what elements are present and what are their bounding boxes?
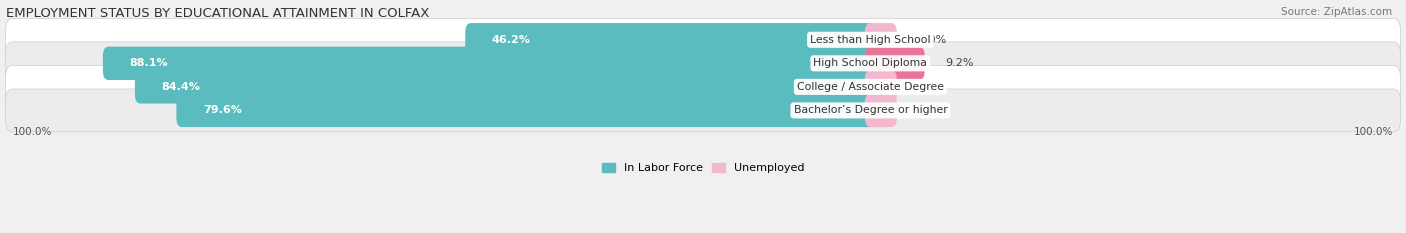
Legend: In Labor Force, Unemployed: In Labor Force, Unemployed <box>598 158 808 178</box>
Text: High School Diploma: High School Diploma <box>814 58 928 68</box>
Text: Less than High School: Less than High School <box>810 35 931 45</box>
FancyBboxPatch shape <box>865 70 897 104</box>
FancyBboxPatch shape <box>6 65 1400 108</box>
Text: 46.2%: 46.2% <box>492 35 530 45</box>
Text: 9.2%: 9.2% <box>946 58 974 68</box>
Text: 1.2%: 1.2% <box>918 105 946 115</box>
Text: 88.1%: 88.1% <box>129 58 169 68</box>
Text: 1.3%: 1.3% <box>918 82 946 92</box>
Text: EMPLOYMENT STATUS BY EDUCATIONAL ATTAINMENT IN COLFAX: EMPLOYMENT STATUS BY EDUCATIONAL ATTAINM… <box>6 7 429 20</box>
FancyBboxPatch shape <box>176 94 876 127</box>
Text: Bachelor’s Degree or higher: Bachelor’s Degree or higher <box>793 105 948 115</box>
FancyBboxPatch shape <box>6 89 1400 132</box>
Text: 100.0%: 100.0% <box>13 127 52 137</box>
Text: 0.0%: 0.0% <box>918 35 946 45</box>
FancyBboxPatch shape <box>465 23 876 57</box>
FancyBboxPatch shape <box>865 94 897 127</box>
FancyBboxPatch shape <box>865 23 897 57</box>
FancyBboxPatch shape <box>6 18 1400 61</box>
Text: Source: ZipAtlas.com: Source: ZipAtlas.com <box>1281 7 1392 17</box>
Text: 100.0%: 100.0% <box>1354 127 1393 137</box>
Text: College / Associate Degree: College / Associate Degree <box>797 82 943 92</box>
FancyBboxPatch shape <box>865 47 925 80</box>
FancyBboxPatch shape <box>6 42 1400 85</box>
Text: 79.6%: 79.6% <box>202 105 242 115</box>
Text: 84.4%: 84.4% <box>162 82 200 92</box>
FancyBboxPatch shape <box>103 47 876 80</box>
FancyBboxPatch shape <box>135 70 876 104</box>
